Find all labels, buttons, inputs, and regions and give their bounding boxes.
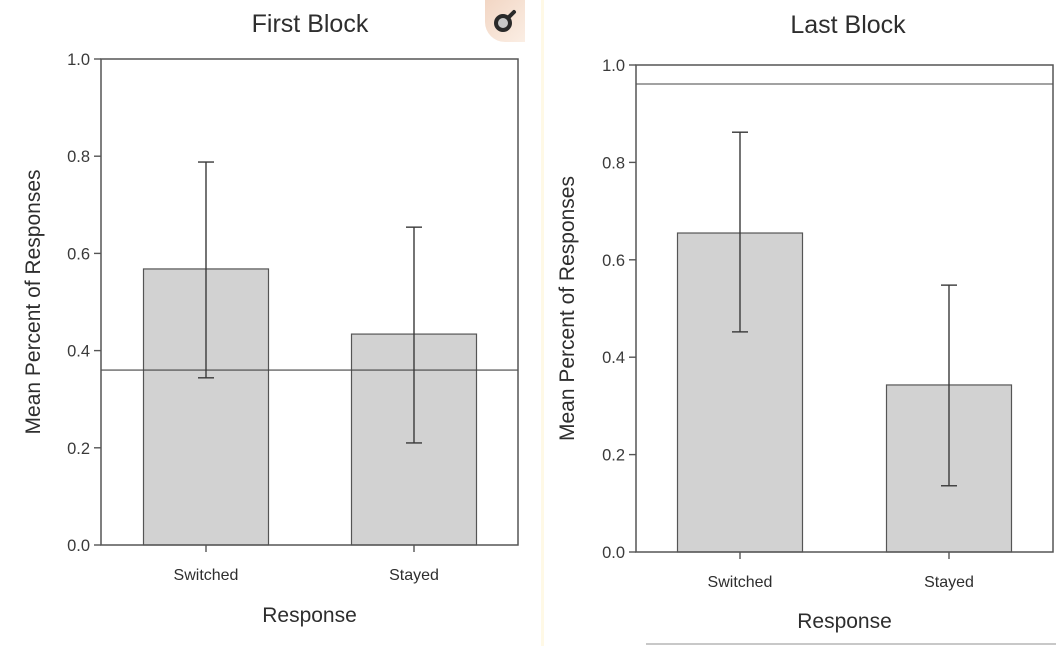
error-bar-switched [732,131,748,333]
x-axis-title: Response [797,610,892,633]
x-axis-title: Response [262,604,357,627]
y-tick-label: 0.0 [602,544,625,562]
y-tick-label: 0.0 [67,537,90,555]
chart-panel-2: Last Block 0.0 0.2 0.4 0.6 0.8 1.0 Switched Stay… [556,11,1054,633]
error-bar-switched [198,161,214,379]
x-tick-label: Stayed [924,574,974,591]
chart-panel-1: First Block 0.0 0.2 0.4 0.6 0.8 1.0 Switched Sta… [22,10,519,627]
y-tick-label: 0.2 [67,440,90,458]
y-tick-label: 0.4 [602,349,625,367]
x-tick-label: Switched [174,567,239,584]
y-tick-label: 1.0 [67,51,90,69]
y-tick-label: 0.8 [602,154,625,172]
plot-frame [100,58,519,546]
y-tick-label: 0.2 [602,447,625,465]
y-tick-label: 1.0 [602,57,625,75]
error-bar-stayed [406,226,422,444]
error-bar-stayed [941,284,957,487]
y-tick-label: 0.8 [67,148,90,166]
chart-title: First Block [252,10,369,38]
panel-divider [541,0,544,646]
plot-frame [635,64,1054,553]
chart-title: Last Block [790,11,906,39]
x-tick-label: Stayed [389,567,439,584]
y-axis-title: Mean Percent of Responses [22,170,45,435]
zoom-tool-button[interactable] [485,0,525,42]
magnifier-icon [494,10,516,32]
y-axis-title: Mean Percent of Responses [556,176,579,441]
bottom-rule [646,643,1056,645]
y-tick-label: 0.6 [602,252,625,270]
y-tick-label: 0.6 [67,245,90,263]
x-tick-label: Switched [708,574,773,591]
y-tick-label: 0.4 [67,343,90,361]
